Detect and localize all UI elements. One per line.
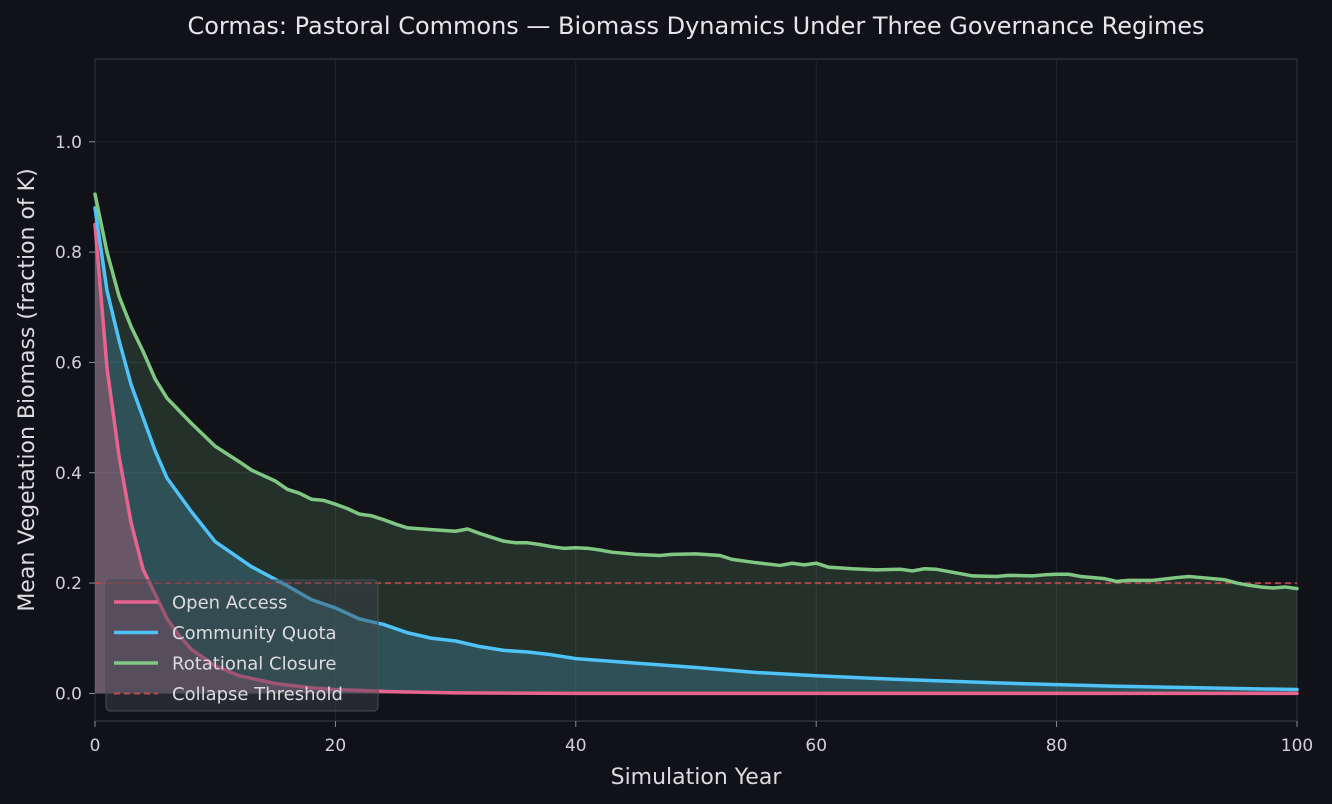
series-line-open-access [93, 222, 1299, 696]
y-axis-label: Mean Vegetation Biomass (fraction of K) [15, 168, 40, 611]
legend-box [105, 579, 379, 712]
chart-title: Cormas: Pastoral Commons — Biomass Dynam… [187, 12, 1204, 40]
x-tick-label: 0 [90, 736, 101, 756]
legend-label: Community Quota [172, 623, 337, 644]
y-tick-label: 0.8 [55, 243, 82, 263]
legend-label: Collapse Threshold [172, 684, 343, 705]
legend: Open Access Community Quota Rotational Clo… [105, 579, 379, 712]
y-tick-label: 1.0 [55, 133, 82, 153]
y-tick-label: 0.4 [55, 464, 82, 484]
series-fill-community-quota [95, 207, 1297, 694]
series-line-rotational-closure [93, 192, 1299, 591]
y-tick-label: 0.0 [55, 684, 82, 704]
plot-area [94, 58, 1298, 722]
x-tick-label: 60 [805, 736, 827, 756]
x-tick-label: 20 [325, 736, 347, 756]
y-tick-label: 0.2 [55, 574, 82, 594]
x-axis-label: Simulation Year [611, 765, 783, 790]
series-lines [93, 192, 1299, 696]
series-line-community-quota [93, 206, 1299, 692]
x-tick-label: 100 [1281, 736, 1313, 756]
x-axis-ticks: 0 20 40 60 80 100 [90, 721, 1313, 756]
x-tick-label: 40 [565, 736, 587, 756]
series-fills [95, 194, 1297, 694]
y-tick-label: 0.6 [55, 353, 82, 373]
legend-label: Rotational Closure [172, 654, 336, 675]
series-fill-rotational-closure [95, 194, 1297, 694]
legend-label: Open Access [172, 593, 287, 614]
x-tick-label: 80 [1046, 736, 1068, 756]
y-axis-ticks: 0.0 0.2 0.4 0.6 0.8 1.0 [55, 133, 95, 704]
